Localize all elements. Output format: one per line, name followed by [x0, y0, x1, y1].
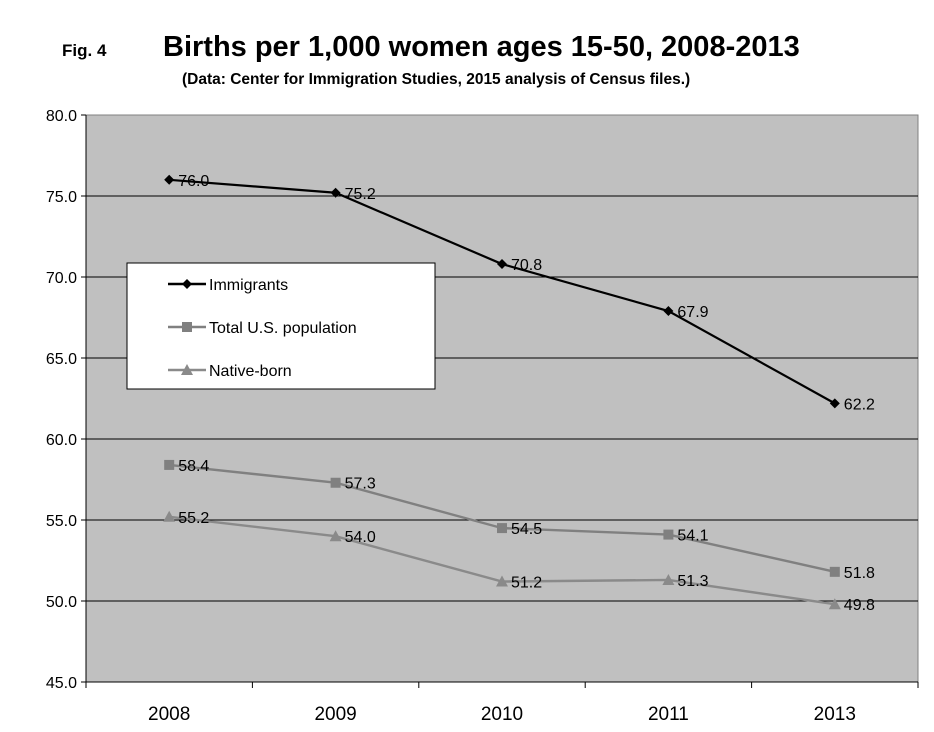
data-point	[829, 566, 840, 577]
y-tick-label: 60.0	[46, 432, 77, 449]
x-tick-label: 2011	[648, 704, 689, 725]
data-label: 57.3	[345, 476, 376, 493]
data-point	[828, 598, 841, 610]
data-label: 76.0	[178, 173, 209, 190]
data-label: 70.8	[511, 257, 542, 274]
data-point	[497, 259, 507, 270]
legend-marker	[182, 322, 192, 332]
y-tick-label: 75.0	[46, 189, 77, 206]
data-point	[497, 523, 507, 534]
legend: Immigrants Total U.S. population Native-bo…	[126, 262, 436, 390]
data-label: 54.5	[511, 521, 542, 538]
axes: 45.0 50.0 55.0 60.0 65.0 70.0 75.0 80.0 2008 2009…	[46, 108, 919, 725]
x-tick-label: 2008	[148, 704, 190, 725]
chart-title: Births per 1,000 women ages 15-50, 2008-…	[163, 31, 800, 63]
legend-marker	[182, 279, 192, 289]
y-tick-label: 45.0	[46, 675, 77, 692]
series-layer	[163, 174, 841, 610]
data-label: 49.8	[844, 597, 875, 614]
series-native-born	[163, 510, 841, 610]
data-label: 67.9	[677, 304, 708, 321]
data-label: 58.4	[178, 458, 209, 475]
data-point	[496, 575, 508, 587]
legend-marker	[181, 364, 193, 375]
data-label: 51.8	[844, 565, 875, 582]
plot-area	[85, 114, 919, 683]
data-label: 75.2	[345, 186, 376, 203]
figure-label: Fig. 4	[62, 41, 107, 60]
data-point	[829, 398, 840, 409]
data-point	[330, 477, 341, 488]
data-label: 62.2	[844, 396, 875, 413]
data-point	[164, 459, 175, 470]
y-tick-label: 80.0	[46, 108, 77, 125]
data-point	[663, 306, 674, 317]
legend-item: Total U.S. population	[168, 320, 357, 337]
x-tick-label: 2013	[814, 704, 856, 725]
data-label: 51.3	[677, 573, 708, 590]
x-tick-label: 2009	[314, 704, 356, 725]
legend-label: Immigrants	[209, 277, 288, 294]
data-point	[330, 187, 341, 198]
data-point	[163, 510, 176, 522]
legend-label: Native-born	[209, 363, 292, 380]
data-point	[329, 530, 342, 542]
chart-subtitle: (Data: Center for Immigration Studies, 2…	[182, 71, 690, 88]
legend-label: Total U.S. population	[209, 320, 357, 337]
y-tick-label: 55.0	[46, 513, 77, 530]
data-point	[663, 529, 674, 540]
x-tick-label: 2010	[481, 704, 523, 725]
y-tick-label: 50.0	[46, 594, 77, 611]
y-tick-label: 70.0	[46, 270, 77, 287]
series-total-u-s-population	[164, 459, 840, 577]
legend-item: Native-born	[168, 363, 292, 380]
data-label: 51.2	[511, 575, 542, 592]
data-label: 54.1	[677, 528, 708, 545]
data-point	[662, 573, 675, 585]
data-point	[164, 174, 175, 185]
legend-item: Immigrants	[168, 277, 288, 294]
data-label: 55.2	[178, 510, 209, 527]
data-label: 54.0	[345, 529, 376, 546]
data-labels: 76.0 75.2 70.8 67.9 62.2 58.4 57.3 54.5 54.1 51.8…	[178, 173, 875, 614]
y-tick-label: 65.0	[46, 351, 77, 368]
series-immigrants	[164, 174, 840, 409]
